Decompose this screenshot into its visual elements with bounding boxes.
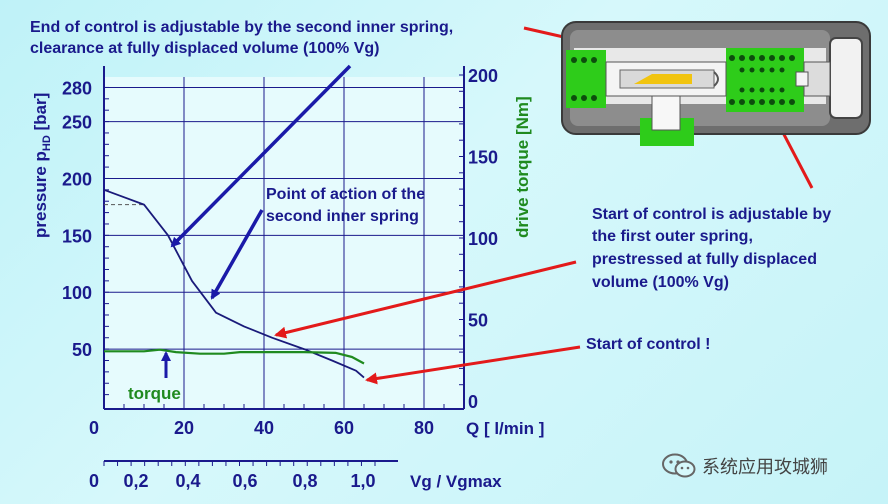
x2-tick-label: 0,2 (123, 471, 148, 491)
annotation-start-adjustable-2: the first outer spring, (592, 228, 753, 245)
torque-series-line (104, 348, 365, 365)
y-left-label-unit: [bar] (31, 93, 50, 136)
annotation-start-adjustable-4: volume (100% Vg) (592, 274, 729, 291)
annotation-point-of-action-2: second inner spring (266, 208, 419, 225)
x-tick-label: 80 (414, 418, 434, 438)
y-right-tick-label: 50 (468, 311, 488, 331)
x-axis-label: Q [ l/min ] (466, 419, 544, 438)
pressure-series-line (103, 188, 365, 379)
y-left-tick-label: 100 (62, 283, 92, 303)
x-tick-label: 0 (89, 418, 99, 438)
annotation-end-of-control-1: End of control is adjustable by the seco… (30, 19, 453, 36)
watermark-text: 系统应用攻城狮 (702, 457, 828, 478)
y-right-tick-label: 150 (468, 148, 498, 168)
x2-tick-label: 1,0 (350, 471, 375, 491)
wechat-icon (662, 453, 696, 478)
x2-tick-label: 0 (89, 471, 99, 491)
x-tick-label: 20 (174, 418, 194, 438)
annotation-point-of-action-1: Point of action of the (266, 186, 425, 203)
x-tick-label: 40 (254, 418, 274, 438)
arrow-end-of-control (170, 64, 352, 248)
x-tick-label: 60 (334, 418, 354, 438)
grid (104, 77, 464, 409)
y-right-tick-label: 200 (468, 66, 498, 86)
y-right-axis-label: drive torque [Nm] (513, 96, 532, 238)
series-layer (103, 188, 365, 379)
x2-tick-label: 0,8 (292, 471, 317, 491)
y-left-tick-label: 150 (62, 226, 92, 246)
y-right-tick-label: 0 (468, 392, 478, 412)
x2-tick-label: 0,6 (232, 471, 257, 491)
annotation-start-of-control: Start of control ! (586, 336, 710, 353)
annotation-start-adjustable-3: prestressed at fully displaced (592, 251, 817, 268)
watermark: 系统应用攻城狮 (662, 453, 828, 479)
x2-axis-label: Vg / Vgmax (410, 472, 502, 491)
y-left-tick-label: 250 (62, 113, 92, 133)
y-left-label-sub: HD (41, 135, 53, 151)
torque-series-label: torque (128, 384, 181, 403)
y-left-axis-label: pressure pHD [bar] (31, 93, 53, 238)
y-left-tick-label: 280 (62, 78, 92, 98)
x2-tick-label: 0,4 (175, 471, 200, 491)
arrow-start-of-control (365, 345, 581, 385)
arrow-start-adjustable (274, 260, 577, 339)
axes (103, 66, 465, 466)
y-right-tick-label: 100 (468, 229, 498, 249)
arrow-point-of-action (210, 209, 264, 300)
valve-cross-section (561, 21, 871, 146)
y-left-tick-label: 200 (62, 169, 92, 189)
y-left-label-main: pressure p (31, 151, 50, 238)
annotation-end-of-control-2: clearance at fully displaced volume (100… (30, 40, 379, 57)
y-left-tick-label: 50 (72, 340, 92, 360)
tick-labels: 0 20 40 60 80 0 0,2 0,4 0,6 0,8 1,0 50 100 150 200 250 2… (62, 66, 498, 491)
annotation-start-adjustable-1: Start of control is adjustable by (592, 206, 831, 223)
plot-area (104, 77, 464, 409)
